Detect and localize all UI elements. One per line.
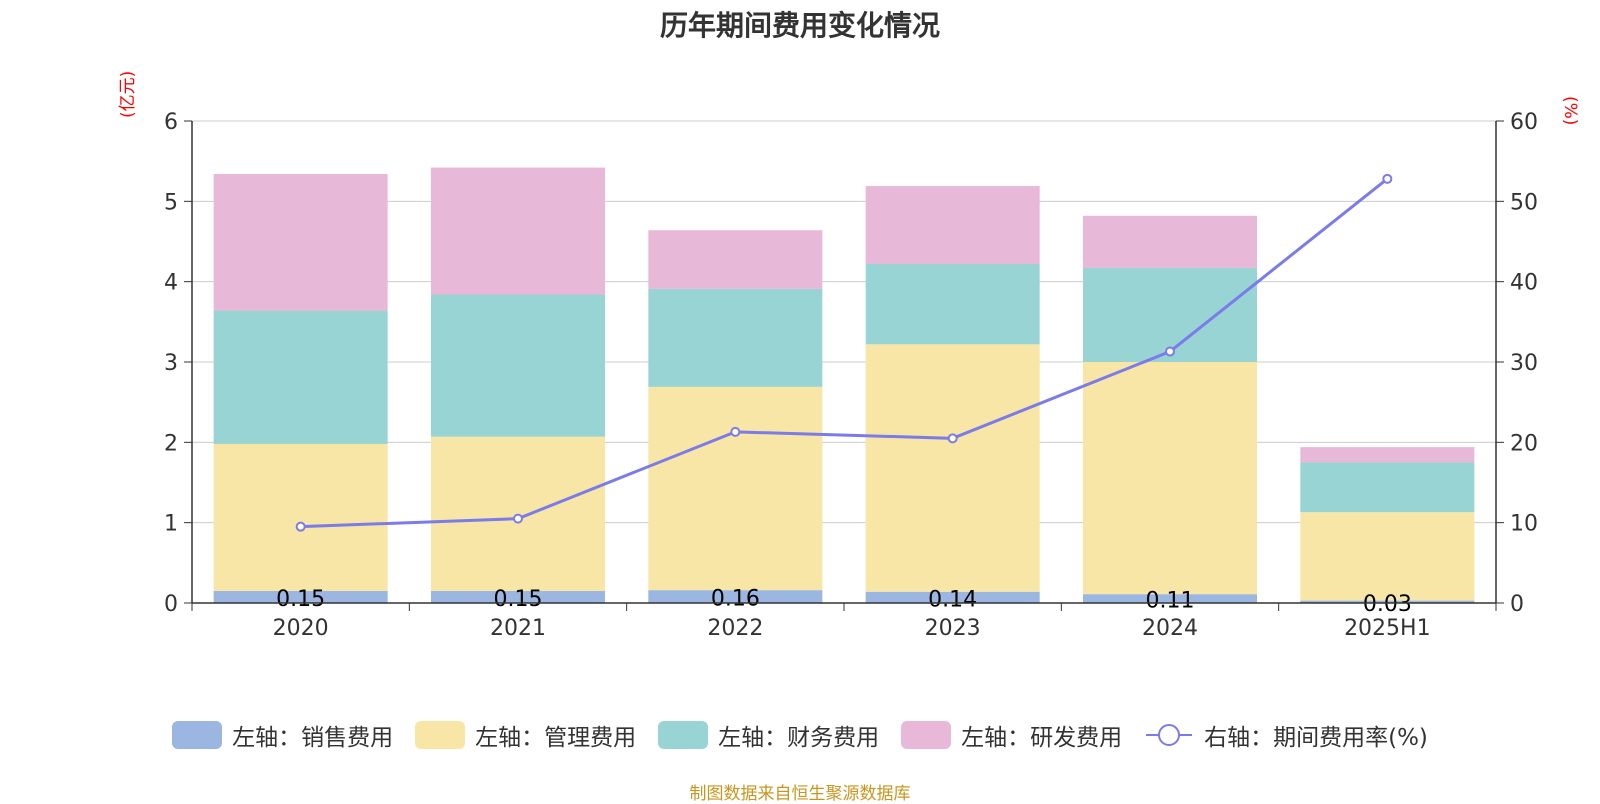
expense-rate-point (1382, 173, 1393, 184)
legend-swatch-rnd (901, 721, 952, 749)
expense-rate-point (513, 513, 523, 524)
left-axis-tick-label: 5 (164, 190, 178, 215)
bar-segment-3 (431, 167, 605, 295)
right-axis-tick-label: 10 (1510, 512, 1538, 537)
legend-line-marker-icon (1146, 724, 1193, 746)
bar-segment-1 (213, 443, 388, 591)
left-axis-tick-label: 6 (164, 110, 178, 135)
legend-swatch-finance (658, 721, 709, 749)
right-axis-tick-label: 50 (1510, 190, 1538, 215)
right-axis-tick-label: 20 (1510, 431, 1538, 456)
bar-segment-3 (213, 174, 388, 311)
legend-item-finance[interactable]: 左轴：财务费用 (658, 718, 879, 752)
expense-rate-point (295, 521, 306, 532)
bar-segment-2 (648, 288, 823, 387)
bar-segment-0 (1300, 600, 1475, 603)
legend-label-finance: 左轴：财务费用 (718, 725, 880, 751)
x-axis-tick-label: 2025H1 (1344, 616, 1431, 641)
bar-segment-2 (1083, 268, 1257, 362)
bar-segment-0 (431, 590, 605, 603)
bar-segment-1 (648, 386, 823, 591)
x-axis-tick-label: 2023 (925, 616, 981, 641)
expense-rate-line (300, 177, 1389, 529)
legend-item-rnd[interactable]: 左轴：研发费用 (901, 718, 1122, 752)
bar-segment-3 (1083, 215, 1257, 269)
legend-swatch-sales (172, 721, 223, 749)
bar-data-label: 0.03 (1363, 592, 1412, 617)
bar-segment-3 (865, 186, 1040, 264)
bar-segment-2 (865, 263, 1040, 345)
bar-segment-1 (1083, 362, 1257, 595)
bar-data-label: 0.15 (494, 587, 543, 612)
bar-segment-0 (1083, 594, 1257, 603)
left-axis-tick-label: 0 (164, 592, 178, 617)
bar-segment-0 (213, 590, 388, 603)
expense-rate-point (947, 433, 958, 444)
chart-title: 历年期间费用变化情况 (659, 9, 940, 42)
legend-swatch-admin (415, 721, 466, 749)
bar-segment-1 (865, 344, 1040, 592)
data-source-note: 制图数据来自恒生聚源数据库 (689, 784, 911, 804)
legend-label-rnd: 左轴：研发费用 (961, 725, 1123, 751)
x-axis-tick-label: 2024 (1142, 616, 1198, 641)
bar-segment-0 (648, 590, 823, 603)
legend-label-sales: 左轴：销售费用 (232, 725, 394, 751)
bar-segment-2 (1300, 462, 1475, 513)
left-axis-tick-label: 2 (164, 431, 178, 456)
bar-segment-2 (213, 310, 388, 444)
bar-segment-1 (1300, 512, 1475, 601)
bar-segment-3 (1300, 447, 1475, 463)
x-axis-tick-label: 2022 (707, 616, 763, 641)
bar-segment-2 (431, 294, 605, 437)
legend-label-admin: 左轴：管理费用 (475, 725, 637, 751)
right-axis-tick-label: 60 (1510, 110, 1538, 135)
x-axis-tick-label: 2021 (490, 616, 546, 641)
chart-legend: 左轴：销售费用 左轴：管理费用 左轴：财务费用 左轴：研发费用 右轴：期间费用率… (0, 718, 1600, 752)
bar-data-label: 0.16 (711, 587, 760, 612)
left-axis-tick-label: 1 (164, 512, 178, 537)
right-axis-tick-label: 30 (1510, 351, 1538, 376)
left-axis-tick-label: 4 (164, 271, 178, 296)
right-axis-tick-label: 0 (1510, 592, 1524, 617)
x-axis-tick-label: 2020 (273, 616, 329, 641)
legend-item-admin[interactable]: 左轴：管理费用 (415, 718, 636, 752)
left-axis-tick-label: 3 (164, 351, 178, 376)
bar-data-label: 0.15 (276, 587, 325, 612)
legend-label-expense-rate: 右轴：期间费用率(%) (1204, 725, 1428, 751)
legend-item-sales[interactable]: 左轴：销售费用 (172, 718, 393, 752)
right-axis-tick-label: 40 (1510, 271, 1538, 296)
bar-segment-0 (865, 591, 1040, 603)
expense-rate-point (730, 426, 741, 437)
bar-data-label: 0.11 (1146, 589, 1195, 614)
bar-segment-3 (648, 230, 823, 289)
legend-item-expense-rate[interactable]: 右轴：期间费用率(%) (1144, 718, 1428, 752)
bar-data-label: 0.14 (928, 587, 977, 612)
expense-rate-point (1165, 346, 1175, 357)
